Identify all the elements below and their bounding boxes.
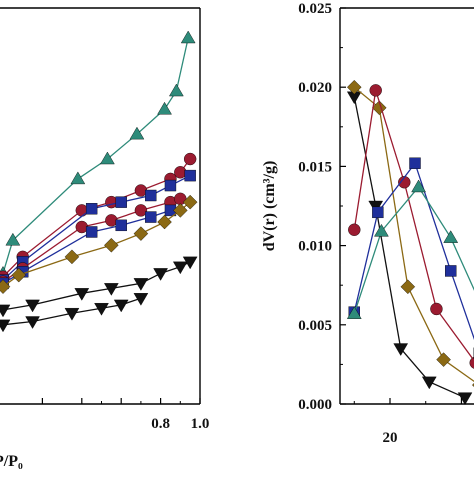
series-1-point-7 [184,153,196,165]
series-0-point-3 [100,152,114,164]
series-2-point-3 [430,303,442,315]
series-0-line [354,97,465,398]
series-4-point-4 [145,212,156,223]
series-0-point-5 [158,102,172,114]
y-tick-label-5: 0.025 [298,1,332,17]
series-7-point-0 [0,320,10,332]
series-0-point-2 [71,172,85,184]
psd-plot-area [347,80,474,404]
isotherm-plot-area [0,31,197,332]
series-5-point-4 [134,227,148,241]
series-0-point-6 [169,84,183,96]
series-3-point-1 [372,207,383,218]
y-tick-label-2: 0.010 [298,239,332,255]
series-2-point-2 [86,203,97,214]
y-tick-label-1: 0.005 [298,318,332,334]
pore-size-panel: 0.000 0.005 0.010 0.015 0.020 0.025 20 dV(r) (c… [261,1,474,446]
series-4-point-3 [444,231,458,243]
series-3-point-2 [410,158,421,169]
isotherm-panel: 0.8 1.0 P/P₀ [0,8,209,470]
series-4-point-2 [412,180,426,192]
series-5-point-5 [158,215,172,229]
x-axis-label: P/P₀ [0,453,23,470]
series-6-point-0 [0,305,10,317]
series-2-point-3 [116,197,127,208]
series-5-point-3 [104,238,118,252]
series-2-point-6 [185,170,196,181]
series-2-point-4 [145,190,156,201]
series-1-point-2 [401,280,415,294]
y-tick-label-3: 0.015 [298,159,332,175]
series-0-point-4 [458,393,472,405]
y-tick-label-0: 0.000 [298,397,332,413]
series-0-point-3 [422,377,436,389]
series-4-point-2 [86,226,97,237]
series-2-point-5 [165,180,176,191]
series-2-point-0 [348,224,360,236]
series-4-point-3 [116,220,127,231]
x-tick-label-0: 0.8 [151,416,170,432]
x-tick-label-1: 1.0 [191,416,210,432]
series-5-point-2 [65,250,79,264]
series-3-point-3 [445,265,456,276]
series-1-point-3 [437,353,451,367]
series-2-line [354,90,474,362]
series-0-point-7 [181,31,195,43]
series-2-point-1 [370,84,382,96]
x-tick-label-0: 20 [383,430,398,446]
series-6-point-5 [154,268,168,280]
series-0-line [3,38,188,273]
y-axis-label: dV(r) (cm³/g) [261,161,278,252]
y-tick-label-4: 0.020 [298,80,332,96]
series-2-point-4 [470,357,474,369]
